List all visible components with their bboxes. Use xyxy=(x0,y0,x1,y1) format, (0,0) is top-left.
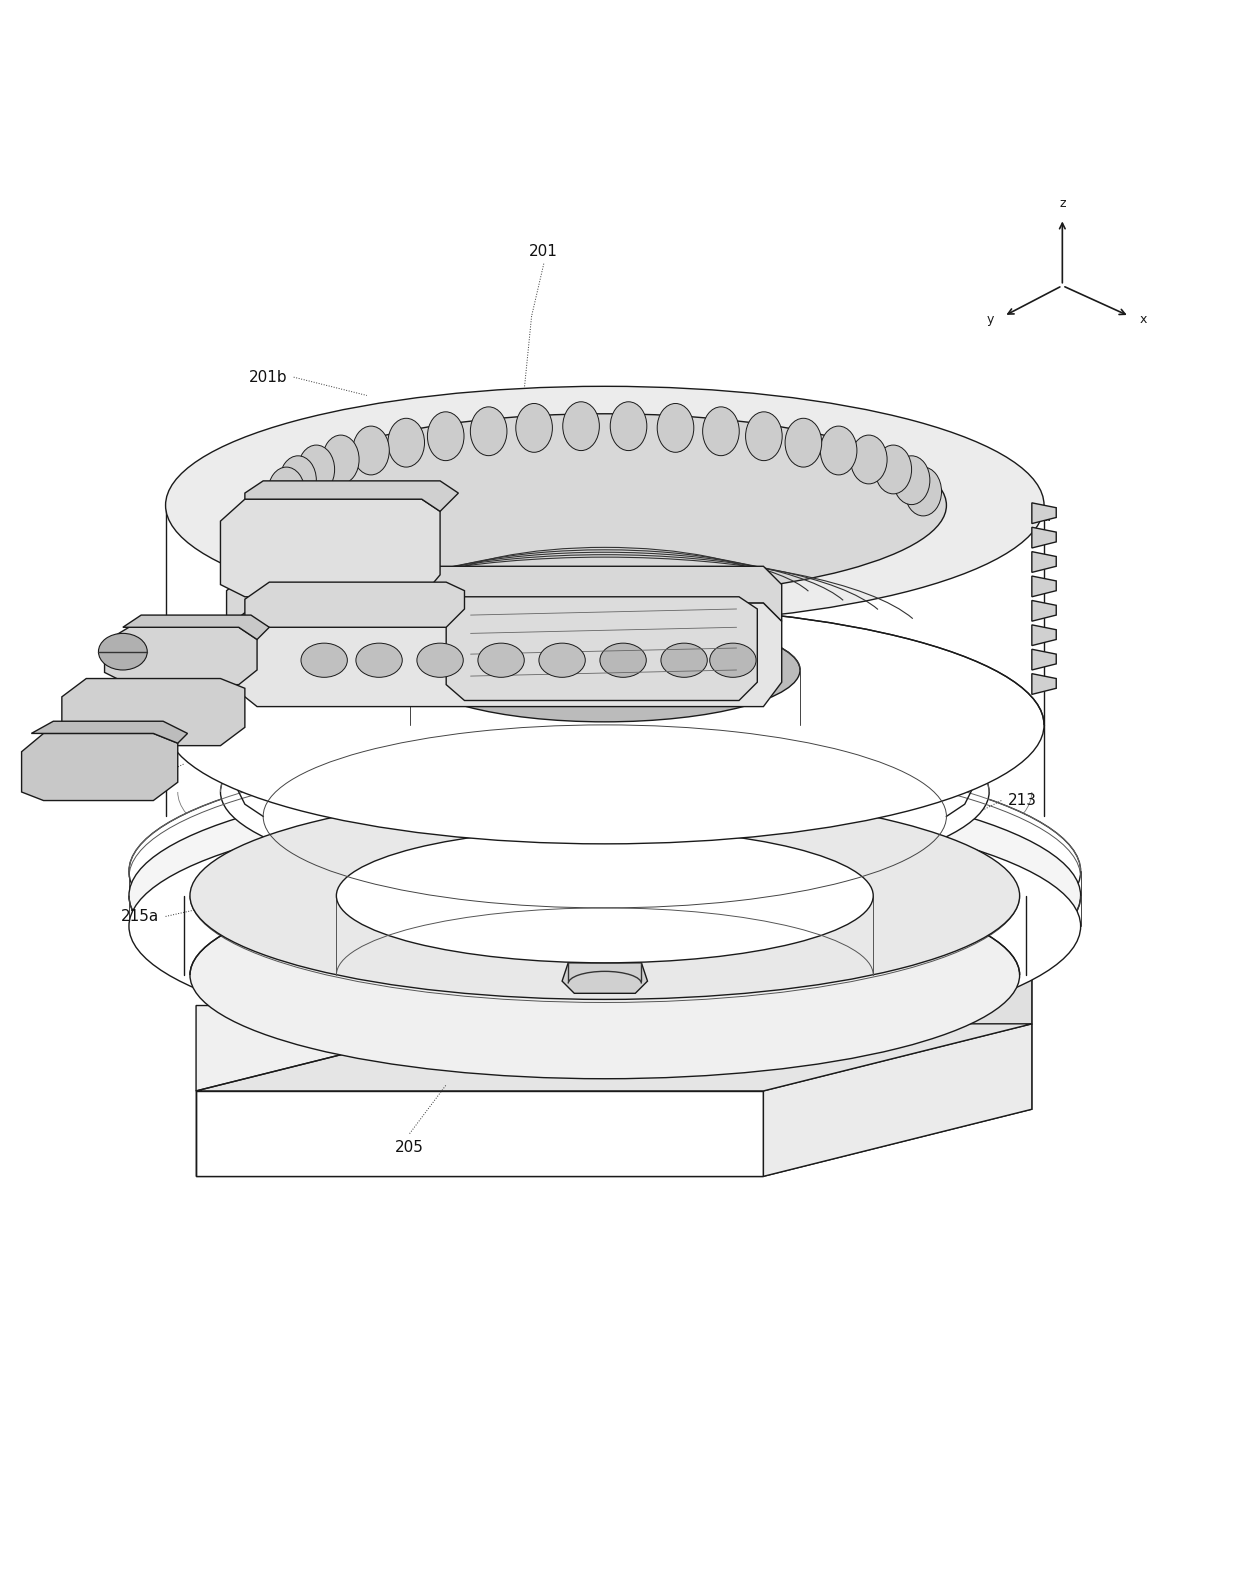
Polygon shape xyxy=(764,938,1032,1177)
Ellipse shape xyxy=(427,412,464,461)
Ellipse shape xyxy=(785,418,822,467)
Polygon shape xyxy=(244,583,464,627)
Polygon shape xyxy=(227,565,781,627)
Ellipse shape xyxy=(99,634,147,670)
Polygon shape xyxy=(21,733,178,800)
Ellipse shape xyxy=(221,694,990,890)
Text: 215: 215 xyxy=(320,987,348,1003)
Ellipse shape xyxy=(322,436,359,483)
Ellipse shape xyxy=(661,643,707,678)
Text: x: x xyxy=(1139,314,1146,326)
Ellipse shape xyxy=(478,643,524,678)
Ellipse shape xyxy=(893,456,930,505)
Ellipse shape xyxy=(417,643,463,678)
Text: 205: 205 xyxy=(395,1140,424,1155)
Ellipse shape xyxy=(745,412,782,461)
Ellipse shape xyxy=(387,418,424,467)
Text: y: y xyxy=(987,314,995,326)
Polygon shape xyxy=(196,1091,764,1177)
Text: z: z xyxy=(1059,196,1066,211)
Text: 211: 211 xyxy=(94,694,123,710)
Text: 209: 209 xyxy=(143,642,172,657)
Ellipse shape xyxy=(355,643,402,678)
Ellipse shape xyxy=(539,643,585,678)
Ellipse shape xyxy=(702,407,739,456)
Ellipse shape xyxy=(165,386,1044,624)
Ellipse shape xyxy=(410,618,800,722)
Polygon shape xyxy=(227,604,781,706)
Polygon shape xyxy=(563,963,648,993)
Ellipse shape xyxy=(821,426,856,475)
Text: 215a: 215a xyxy=(121,909,159,923)
Ellipse shape xyxy=(563,402,600,450)
Ellipse shape xyxy=(337,828,874,963)
Ellipse shape xyxy=(470,407,507,456)
Ellipse shape xyxy=(516,404,553,453)
Polygon shape xyxy=(1032,551,1056,572)
Polygon shape xyxy=(1032,624,1056,646)
Ellipse shape xyxy=(190,792,1019,1000)
Ellipse shape xyxy=(600,643,647,678)
Ellipse shape xyxy=(875,445,912,494)
Polygon shape xyxy=(62,678,244,746)
Ellipse shape xyxy=(297,445,334,494)
Polygon shape xyxy=(244,482,458,512)
Text: 201c: 201c xyxy=(983,687,1021,702)
Ellipse shape xyxy=(905,467,942,516)
Polygon shape xyxy=(1032,673,1056,694)
Ellipse shape xyxy=(850,436,887,483)
Polygon shape xyxy=(221,499,441,597)
Polygon shape xyxy=(1032,600,1056,621)
Ellipse shape xyxy=(353,426,389,475)
Text: 207: 207 xyxy=(241,580,269,594)
Ellipse shape xyxy=(165,607,1044,844)
Polygon shape xyxy=(196,1023,1032,1091)
Ellipse shape xyxy=(301,643,347,678)
Ellipse shape xyxy=(280,456,316,505)
Ellipse shape xyxy=(130,773,1081,1019)
Polygon shape xyxy=(105,627,257,684)
Polygon shape xyxy=(1032,577,1056,597)
Text: 201: 201 xyxy=(529,244,558,258)
Ellipse shape xyxy=(130,749,1081,993)
Polygon shape xyxy=(123,615,269,640)
Text: 203: 203 xyxy=(179,619,209,634)
Text: 201b: 201b xyxy=(249,369,288,385)
Ellipse shape xyxy=(130,805,1081,1049)
Polygon shape xyxy=(196,938,1032,1091)
Polygon shape xyxy=(1032,649,1056,670)
Text: 201a: 201a xyxy=(1013,508,1051,524)
Ellipse shape xyxy=(268,467,305,516)
Ellipse shape xyxy=(710,643,756,678)
Polygon shape xyxy=(447,597,758,700)
Polygon shape xyxy=(1032,502,1056,524)
Ellipse shape xyxy=(190,871,1019,1079)
Polygon shape xyxy=(1032,527,1056,548)
Polygon shape xyxy=(764,1023,1032,1177)
Ellipse shape xyxy=(658,404,694,453)
Ellipse shape xyxy=(611,402,647,450)
Text: 213: 213 xyxy=(1007,794,1037,808)
Polygon shape xyxy=(31,721,188,743)
Text: T: T xyxy=(147,767,155,782)
Ellipse shape xyxy=(263,413,946,597)
Polygon shape xyxy=(196,1091,764,1177)
